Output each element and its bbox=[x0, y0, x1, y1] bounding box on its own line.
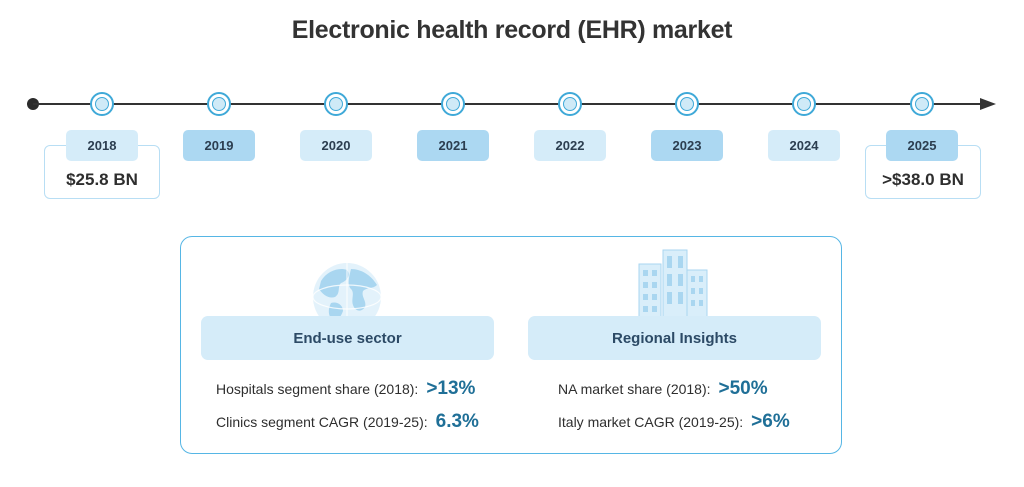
stat-value: >6% bbox=[751, 411, 790, 432]
building-icon bbox=[638, 249, 708, 320]
timeline-node bbox=[324, 92, 348, 116]
year-label: 2019 bbox=[183, 130, 255, 161]
end-use-sector-heading: End-use sector bbox=[201, 316, 494, 360]
timeline-node bbox=[910, 92, 934, 116]
stat-value: 6.3% bbox=[435, 411, 479, 432]
page-title: Electronic health record (EHR) market bbox=[291, 16, 733, 44]
regional-insights-heading: Regional Insights bbox=[528, 316, 821, 360]
year-label: 2018 bbox=[66, 130, 138, 161]
year-label: 2021 bbox=[417, 130, 489, 161]
timeline-node bbox=[792, 92, 816, 116]
start-value: $25.8 BN bbox=[66, 170, 138, 189]
italy-cagr-stat: Italy market CAGR (2019-25): >6% bbox=[558, 409, 790, 435]
stat-value: >50% bbox=[718, 378, 768, 399]
timeline-node bbox=[558, 92, 582, 116]
na-share-stat: NA market share (2018): >50% bbox=[558, 376, 768, 402]
timeline-axis bbox=[33, 103, 983, 105]
year-label: 2023 bbox=[651, 130, 723, 161]
hospitals-share-stat: Hospitals segment share (2018): >13% bbox=[216, 376, 475, 402]
timeline-node bbox=[675, 92, 699, 116]
stat-label: Hospitals segment share (2018): bbox=[216, 381, 419, 397]
timeline-node bbox=[90, 92, 114, 116]
stat-label: NA market share (2018): bbox=[558, 381, 711, 397]
stat-value: >13% bbox=[426, 378, 476, 399]
globe-icon bbox=[312, 263, 382, 321]
end-value: >$38.0 BN bbox=[882, 170, 964, 189]
timeline-node bbox=[441, 92, 465, 116]
year-label: 2024 bbox=[768, 130, 840, 161]
year-label: 2022 bbox=[534, 130, 606, 161]
timeline-node bbox=[207, 92, 231, 116]
year-label: 2025 bbox=[886, 130, 958, 161]
timeline-arrow-icon bbox=[980, 98, 996, 110]
stat-label: Clinics segment CAGR (2019-25): bbox=[216, 414, 428, 430]
clinics-cagr-stat: Clinics segment CAGR (2019-25): 6.3% bbox=[216, 409, 479, 435]
year-label: 2020 bbox=[300, 130, 372, 161]
timeline: $25.8 BN >$38.0 BN 2018 2019 2020 2021 2… bbox=[0, 0, 1024, 210]
stat-label: Italy market CAGR (2019-25): bbox=[558, 414, 744, 430]
